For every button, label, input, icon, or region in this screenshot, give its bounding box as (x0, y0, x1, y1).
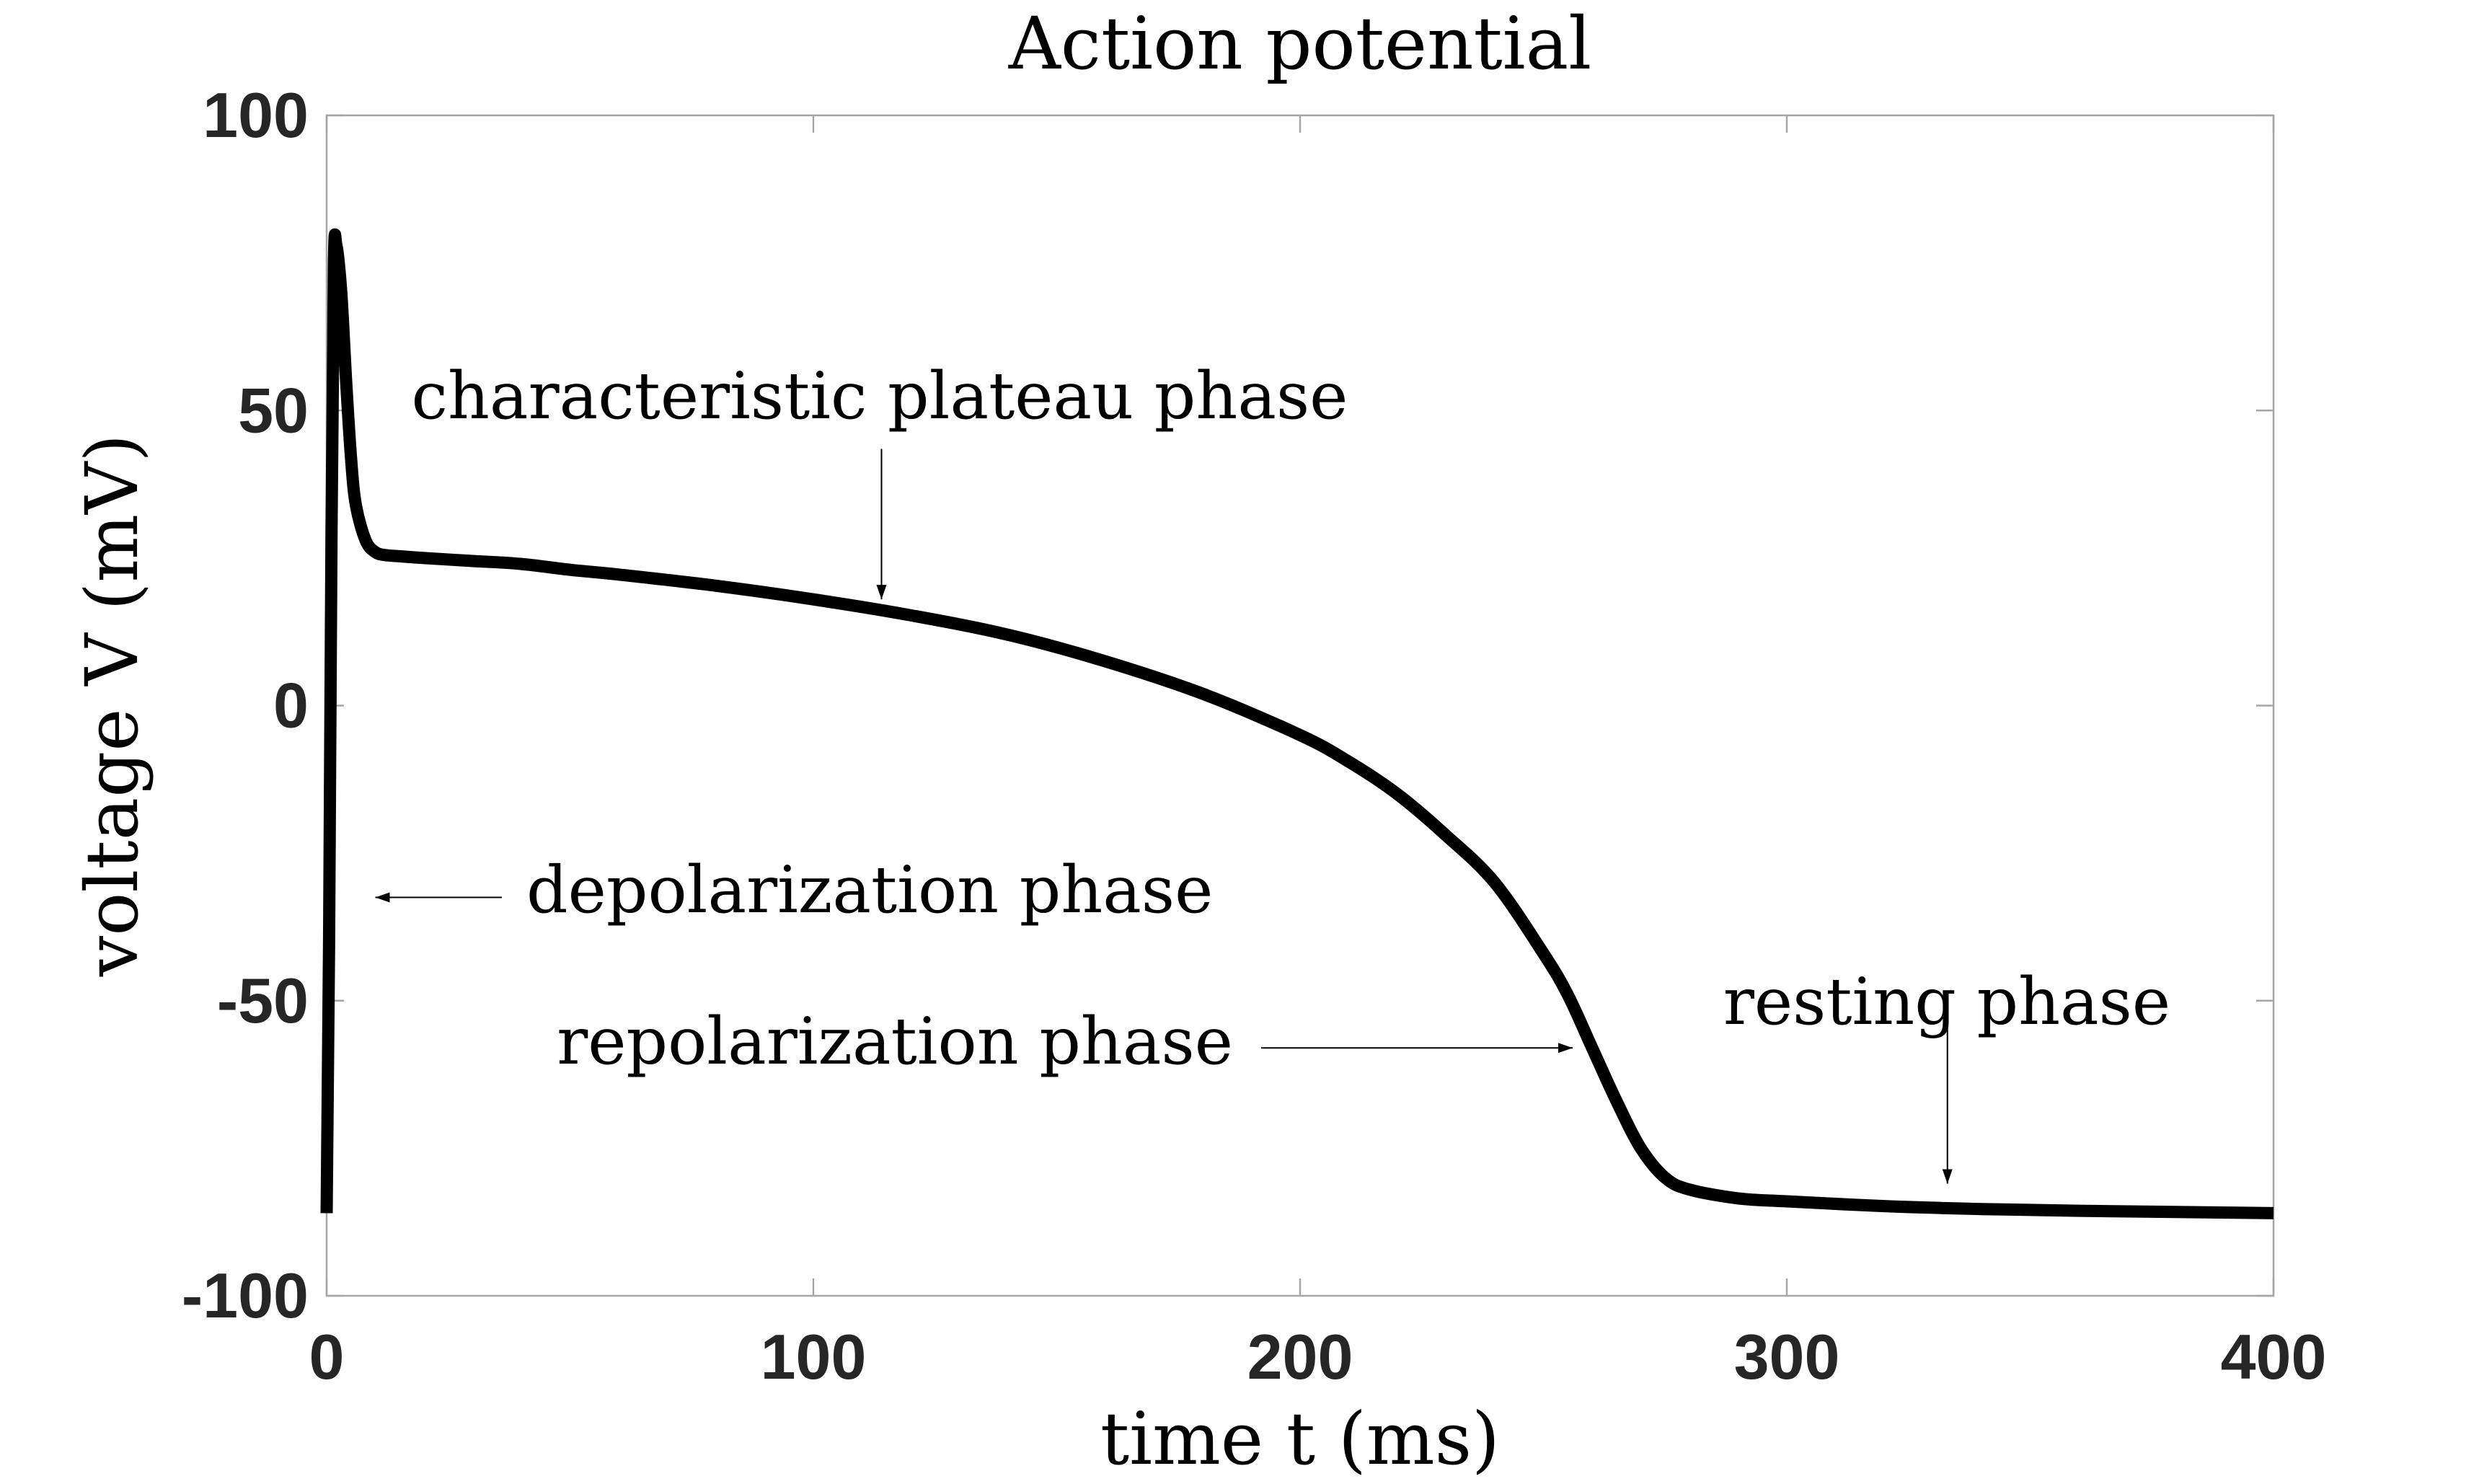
x-axis-label: time t (ms) (1100, 1397, 1500, 1481)
plateau-annotation: characteristic plateau phase (412, 358, 1348, 434)
depolarization-annotation: depolarization phase (526, 852, 1213, 928)
x-tick-label: 400 (2221, 1321, 2327, 1392)
x-tick-label: 0 (309, 1321, 345, 1392)
x-tick-label: 100 (761, 1321, 867, 1392)
plateau-annotation-arrowhead (876, 585, 887, 600)
y-tick-label: -50 (217, 965, 309, 1036)
depolarization-annotation-arrowhead (375, 892, 390, 903)
axis-tick-labels: 0 100 200 300 400 -100 -50 0 50 100 (182, 79, 2327, 1392)
repolarization-annotation: repolarization phase (557, 1004, 1233, 1079)
x-tick-label: 300 (1734, 1321, 1840, 1392)
y-axis-label: voltage V (mV) (70, 434, 154, 978)
resting-annotation-arrowhead (1942, 1169, 1953, 1184)
voltage-series-line (320, 228, 2274, 1219)
plot-area (325, 114, 2275, 1297)
repolarization-annotation-arrowhead (1558, 1043, 1573, 1054)
x-tick-label: 200 (1247, 1321, 1353, 1392)
y-tick-label: 50 (238, 374, 309, 446)
y-tick-label: 0 (273, 670, 309, 741)
phase-annotations: characteristic plateau phase depolarizati… (375, 358, 2170, 1184)
y-tick-label: 100 (203, 79, 309, 151)
chart-title: Action potential (1008, 1, 1592, 86)
y-tick-label: -100 (182, 1260, 309, 1331)
